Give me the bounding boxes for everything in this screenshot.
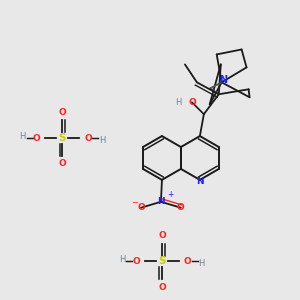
Text: O: O [158, 231, 166, 240]
Text: S: S [59, 133, 66, 143]
Text: −: − [132, 198, 139, 207]
Text: H: H [99, 136, 105, 145]
Text: O: O [84, 134, 92, 142]
Text: O: O [58, 159, 66, 168]
Text: O: O [158, 283, 166, 292]
Text: N: N [220, 75, 228, 85]
Text: N: N [196, 177, 204, 186]
Text: N: N [157, 197, 165, 206]
Text: H: H [199, 259, 205, 268]
Text: H: H [20, 132, 26, 141]
Text: +: + [167, 190, 173, 199]
Text: O: O [188, 98, 196, 107]
Text: O: O [137, 203, 145, 212]
Text: H: H [119, 255, 125, 264]
Text: O: O [58, 108, 66, 117]
Text: O: O [184, 257, 192, 266]
Text: O: O [33, 134, 41, 142]
Text: S: S [158, 256, 166, 266]
Text: O: O [177, 203, 185, 212]
Text: H: H [175, 98, 181, 107]
Text: O: O [132, 257, 140, 266]
